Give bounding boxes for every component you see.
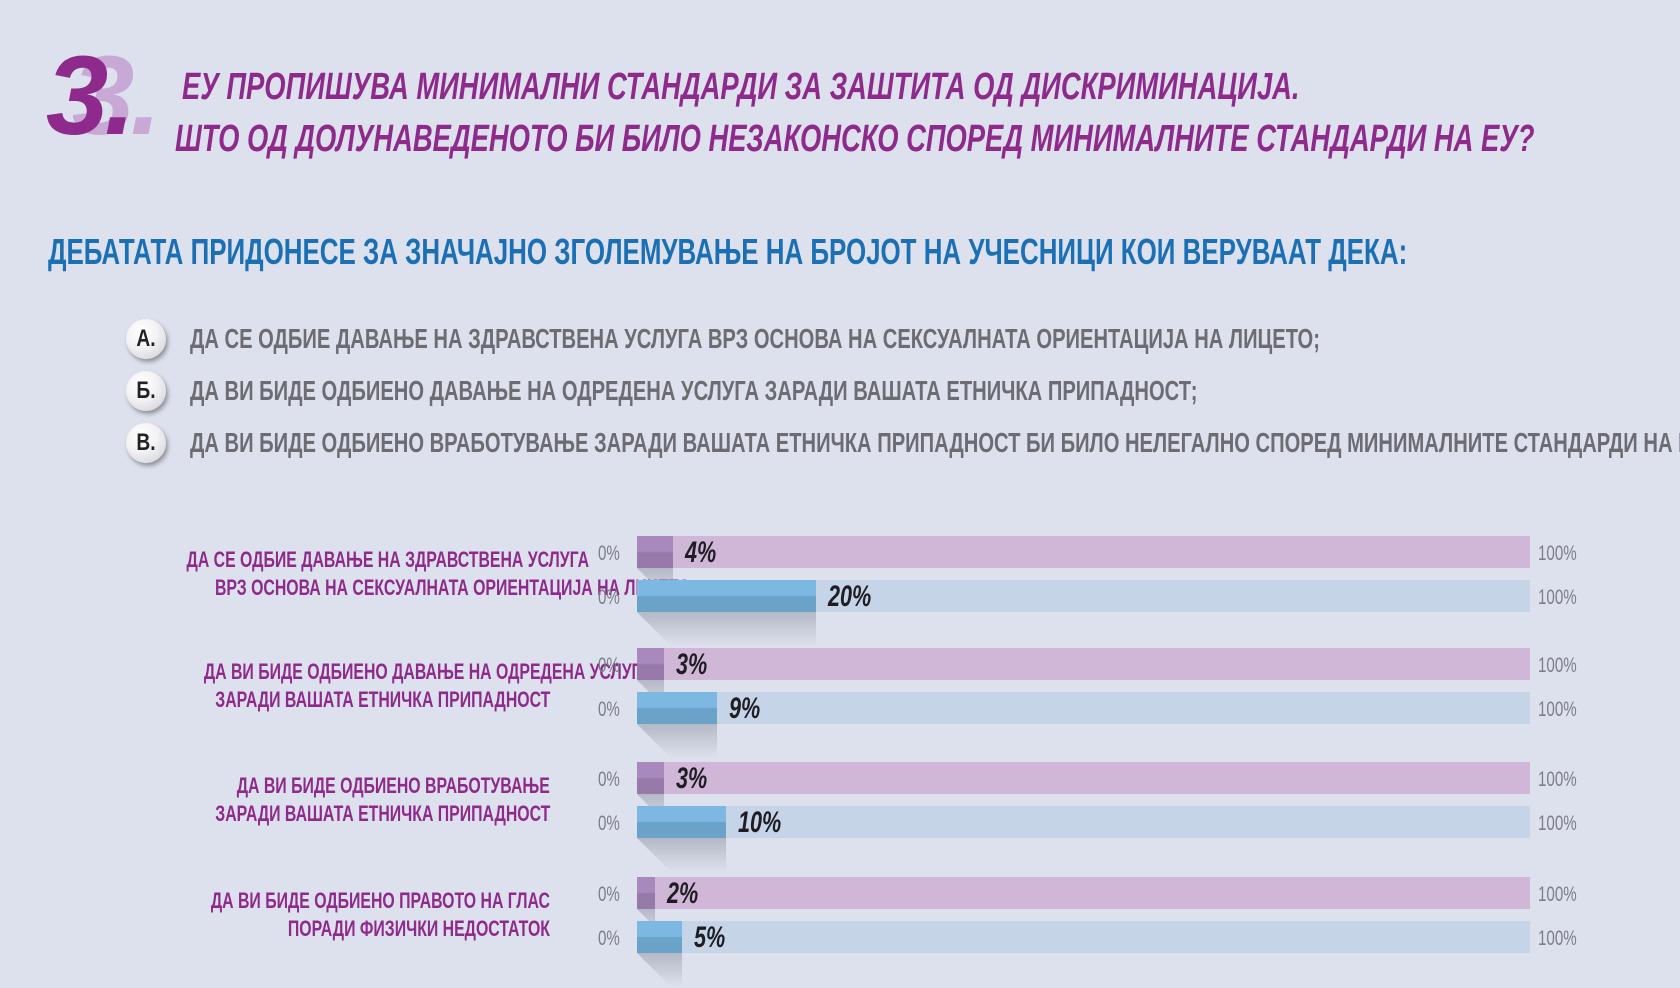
data-label: 3% bbox=[675, 762, 707, 795]
bar-track bbox=[637, 877, 1530, 909]
axis-min-label: 0% bbox=[598, 812, 620, 835]
option-badge-b: Б. bbox=[126, 371, 166, 411]
category-label-line: ДА СЕ ОДБИЕ ДАВАЊЕ НА ЗДРАВСТВЕНА УСЛУГА bbox=[186, 547, 590, 572]
category-label-line: ДА ВИ БИДЕ ОДБИЕНО ВРАБОТУВАЊЕ bbox=[236, 773, 550, 798]
bar-track bbox=[637, 536, 1530, 568]
category-label-line: ЗАРАДИ ВАШАТА ЕТНИЧКА ПРИПАДНОСТ bbox=[214, 687, 550, 712]
data-label: 9% bbox=[729, 692, 761, 725]
axis-min-label: 0% bbox=[598, 542, 620, 565]
option-text-b: ДА ВИ БИДЕ ОДБИЕНО ДАВАЊЕ НА ОДРЕДЕНА УС… bbox=[190, 375, 1198, 406]
option-text-a: ДА СЕ ОДБИЕ ДАВАЊЕ НА ЗДРАВСТВЕНА УСЛУГА… bbox=[190, 323, 1320, 354]
axis-max-label: 100% bbox=[1538, 542, 1577, 565]
axis-min-label: 0% bbox=[598, 654, 620, 677]
bar-track bbox=[637, 806, 1530, 838]
data-label: 10% bbox=[738, 806, 782, 839]
bar-track bbox=[637, 921, 1530, 953]
bar-shadow bbox=[637, 724, 717, 758]
bar bbox=[637, 806, 727, 838]
option-badge-a: A. bbox=[126, 319, 166, 359]
axis-max-label: 100% bbox=[1538, 698, 1577, 721]
question-line-1: ЕУ ПРОПИШУВА МИНИМАЛНИ СТАНДАРДИ ЗА ЗАШТ… bbox=[182, 66, 1300, 108]
axis-min-label: 0% bbox=[598, 586, 620, 609]
data-label: 3% bbox=[675, 648, 707, 681]
bar bbox=[637, 921, 682, 953]
category-label-line: ДА ВИ БИДЕ ОДБИЕНО ПРАВОТО НА ГЛАС bbox=[210, 888, 550, 913]
category-label: ДА ВИ БИДЕ ОДБИЕНО ВРАБОТУВАЊЕ ЗАРАДИ ВАШ… bbox=[30, 772, 550, 828]
option-text-c: ДА ВИ БИДЕ ОДБИЕНО ВРАБОТУВАЊЕ ЗАРАДИ ВА… bbox=[190, 427, 1680, 458]
bar bbox=[637, 648, 664, 680]
question-line-2: ШТО ОД ДОЛУНАВЕДЕНОТО БИ БИЛО НЕЗАКОНСКО… bbox=[175, 118, 1535, 160]
axis-max-label: 100% bbox=[1538, 812, 1577, 835]
category-label: ДА ВИ БИДЕ ОДБИЕНО ПРАВОТО НА ГЛАС ПОРАДИ… bbox=[30, 887, 550, 943]
axis-min-label: 0% bbox=[598, 768, 620, 791]
bar bbox=[637, 877, 655, 909]
bar-track bbox=[637, 692, 1530, 724]
bar bbox=[637, 692, 718, 724]
data-label: 4% bbox=[684, 536, 716, 569]
axis-max-label: 100% bbox=[1538, 654, 1577, 677]
bar bbox=[637, 762, 664, 794]
data-label: 20% bbox=[827, 580, 871, 613]
axis-min-label: 0% bbox=[598, 927, 620, 950]
axis-min-label: 0% bbox=[598, 698, 620, 721]
question-number-shadow: 3. bbox=[72, 33, 161, 158]
category-label-line: ПОРАДИ ФИЗИЧКИ НЕДОСТАТОК bbox=[287, 916, 550, 941]
axis-max-label: 100% bbox=[1538, 927, 1577, 950]
category-label: ДА ВИ БИДЕ ОДБИЕНО ДАВАЊЕ НА ОДРЕДЕНА УС… bbox=[30, 658, 651, 714]
bar-track bbox=[637, 762, 1530, 794]
bar-shadow bbox=[637, 612, 816, 646]
bar-track bbox=[637, 648, 1530, 680]
option-badge-c: В. bbox=[126, 423, 166, 463]
axis-min-label: 0% bbox=[598, 883, 620, 906]
subtitle: ДЕБАТАТА ПРИДОНЕСЕ ЗА ЗНАЧАЈНО ЗГОЛЕМУВА… bbox=[48, 231, 1408, 272]
data-label: 5% bbox=[693, 921, 725, 954]
category-label-line: ЗАРАДИ ВАШАТА ЕТНИЧКА ПРИПАДНОСТ bbox=[214, 801, 550, 826]
category-label-line: ВРЗ ОСНОВА НА СЕКСУАЛНАТА ОРИЕНТАЦИЈА НА… bbox=[214, 575, 691, 600]
data-label: 2% bbox=[666, 877, 699, 910]
axis-max-label: 100% bbox=[1538, 586, 1577, 609]
bar bbox=[637, 536, 673, 568]
question-number: 3. 3. bbox=[46, 40, 161, 152]
bar-shadow bbox=[637, 953, 682, 987]
axis-max-label: 100% bbox=[1538, 768, 1577, 791]
category-label: ДА СЕ ОДБИЕ ДАВАЊЕ НА ЗДРАВСТВЕНА УСЛУГА… bbox=[30, 546, 691, 602]
category-label-line: ДА ВИ БИДЕ ОДБИЕНО ДАВАЊЕ НА ОДРЕДЕНА УС… bbox=[203, 659, 651, 684]
bar-shadow bbox=[637, 838, 726, 872]
question-number-text: 3. bbox=[46, 33, 135, 158]
axis-max-label: 100% bbox=[1538, 883, 1577, 906]
bar bbox=[637, 580, 816, 612]
